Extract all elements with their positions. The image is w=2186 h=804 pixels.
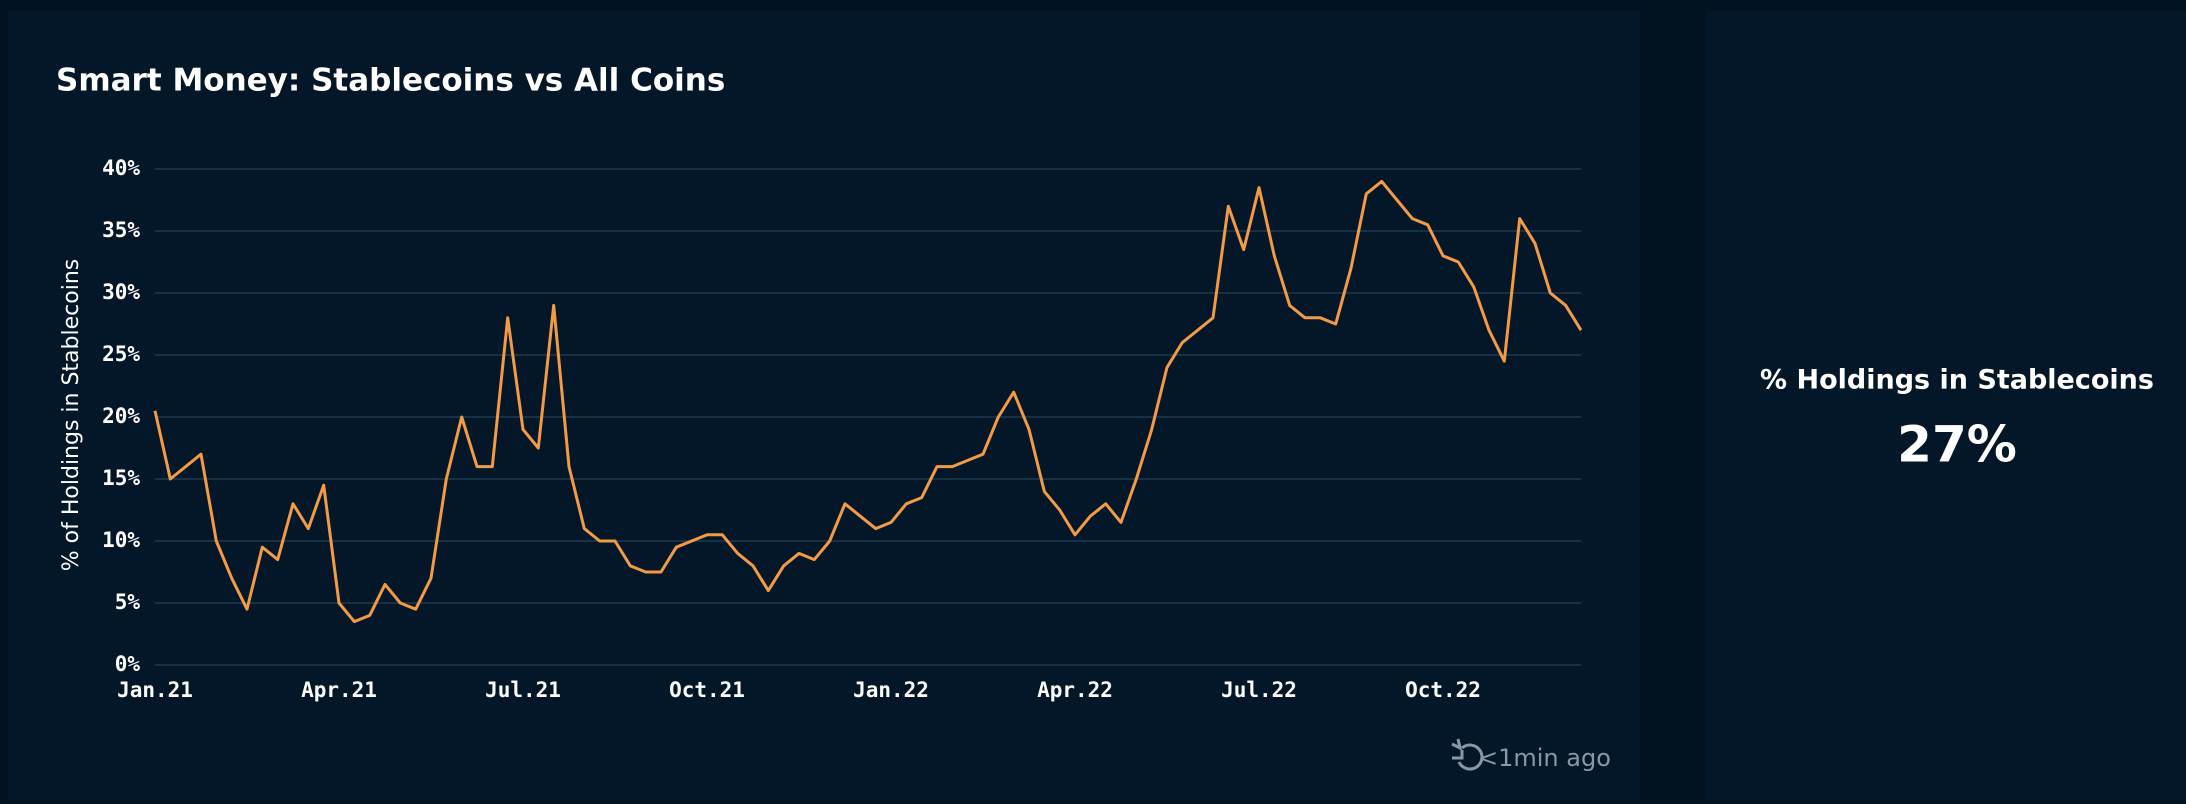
line-series [153,179,1583,624]
y-tick-label: 20% [102,404,140,428]
chart-panel [8,11,1640,800]
refresh-icon[interactable] [1451,738,1484,771]
x-tick-label: Jul.21 [485,678,561,702]
y-tick-label: 15% [102,466,140,490]
y-tick-label: 25% [102,342,140,366]
y-tick-label: 30% [102,280,140,304]
x-tick-label: Jul.22 [1221,678,1297,702]
y-tick-label: 35% [102,218,140,242]
plot: 0% 5% 10% 15% 20% 25% 30% 35% 40% Jan.21 Apr.21 Jul… [102,156,1583,702]
updated-time: <1min ago [1478,744,1611,772]
x-tick-label: Jan.21 [117,678,193,702]
refresh-arrow [1451,738,1463,751]
kpi-value: 27% [1897,416,2017,474]
y-axis-label: % of Holdings in Stablecoins [59,259,84,571]
chart-title: Smart Money: Stablecoins vs All Coins [56,63,725,99]
x-tick-label: Oct.22 [1405,678,1481,702]
kpi-title: % Holdings in Stablecoins [1760,365,2154,396]
refresh-arc [1457,743,1484,771]
x-tick-label: Apr.22 [1037,678,1113,702]
kpi-panel [1706,11,2186,800]
x-tick-label: Jan.22 [853,678,929,702]
x-tick-label: Apr.21 [301,678,377,702]
x-tick-label: Oct.21 [669,678,745,702]
y-tick-label: 5% [115,590,141,614]
refresh-hand [1452,750,1464,760]
y-tick-label: 40% [102,156,140,180]
y-tick-label: 0% [115,652,141,676]
y-tick-label: 10% [102,528,140,552]
